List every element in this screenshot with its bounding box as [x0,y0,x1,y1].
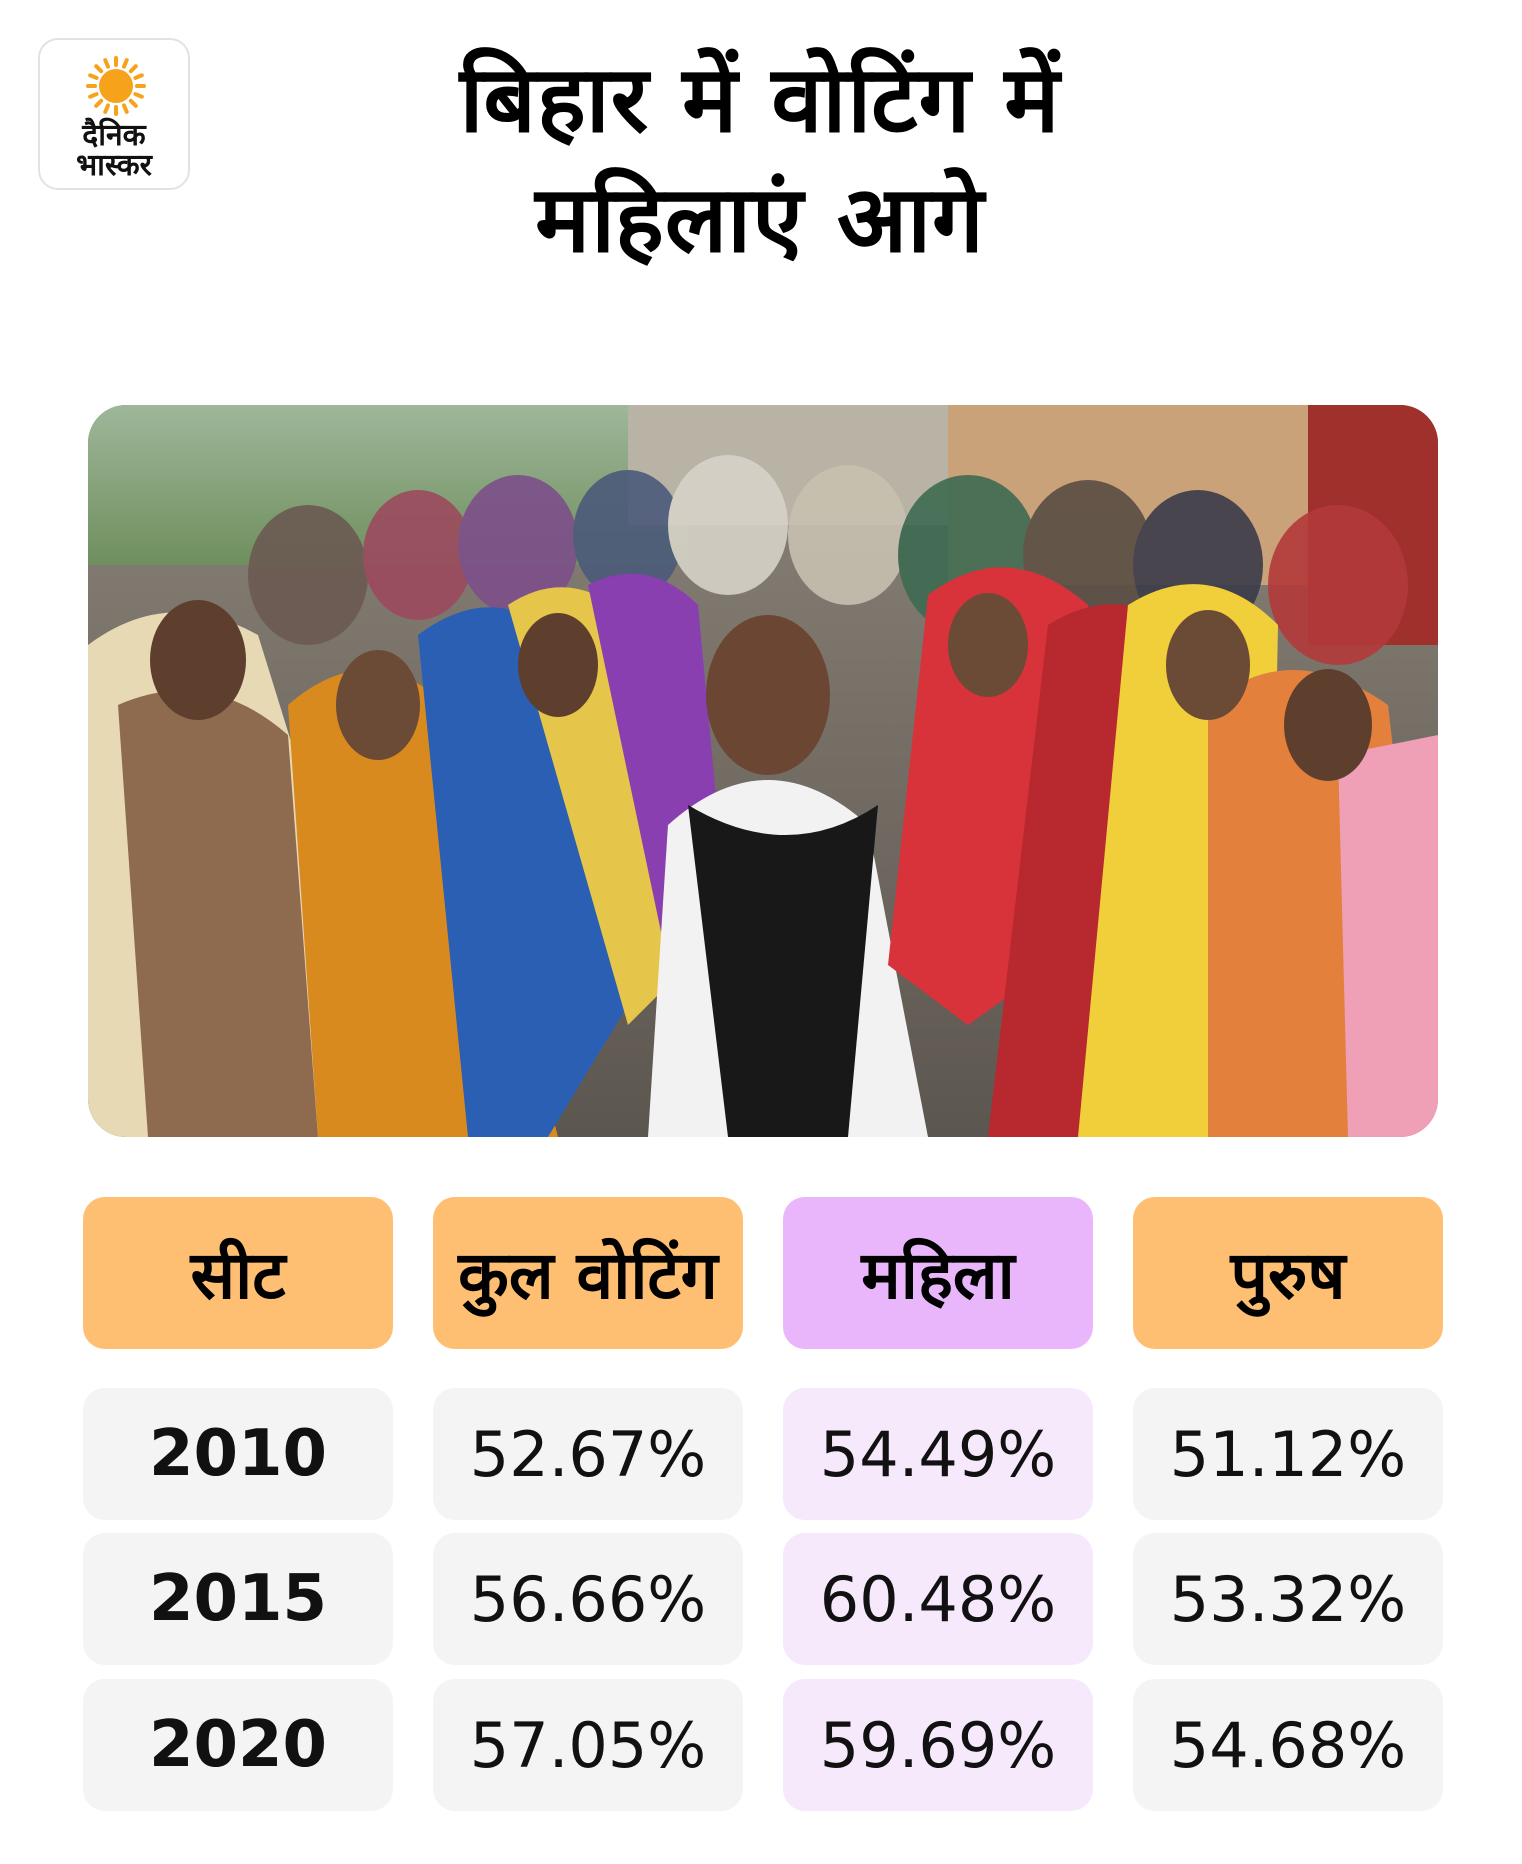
table-cell-total: 52.67% [433,1388,743,1520]
table-cell-men: 53.32% [1133,1533,1443,1665]
table-cell-women: 60.48% [783,1533,1093,1665]
sun-icon [86,56,146,116]
table-cell-men: 51.12% [1133,1388,1443,1520]
table-cell-women: 54.49% [783,1388,1093,1520]
header-men: पुरुष [1133,1197,1443,1349]
header-total-voting: कुल वोटिंग [433,1197,743,1349]
header-women: महिला [783,1197,1093,1349]
table-cell-year: 2010 [83,1388,393,1520]
brand-name-line1: दैनिक [82,118,146,153]
voters-queue-photo [88,405,1438,1137]
table-cell-women: 59.69% [783,1679,1093,1811]
brand-name-line2: भास्कर [76,148,152,183]
table-cell-total: 56.66% [433,1533,743,1665]
header-seat: सीट [83,1197,393,1349]
title-line1: बिहार में वोटिंग में [459,46,1061,153]
title-line2: महिलाएं आगे [535,166,985,273]
table-cell-year: 2020 [83,1679,393,1811]
table-cell-total: 57.05% [433,1679,743,1811]
table-cell-men: 54.68% [1133,1679,1443,1811]
table-cell-year: 2015 [83,1533,393,1665]
page-title: बिहार में वोटिंग में महिलाएं आगे [250,40,1270,280]
brand-logo: दैनिक भास्कर [38,38,190,190]
